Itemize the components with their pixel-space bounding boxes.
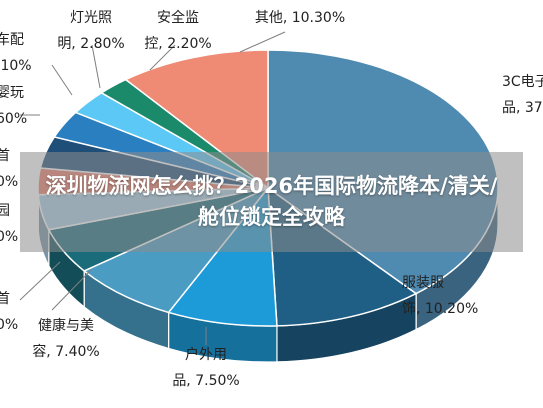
slice-label-12: 其他, 10.30%	[255, 10, 345, 26]
leader-line-11	[149, 44, 176, 71]
slice-label-11: 安全监控, 2.20%	[144, 9, 211, 52]
slice-label-2: 服装服饰, 10.20%	[402, 275, 478, 317]
slice-label-10: 灯光照明, 2.80%	[57, 10, 124, 52]
banner-title: 深圳物流网怎么挑？2026年国际物流降本/清关/舱位锁定全攻略	[45, 174, 498, 229]
slice-label-6: 园 0%	[0, 203, 18, 245]
slice-label-8: 婴玩 60%	[0, 85, 27, 127]
leader-line-10	[91, 44, 101, 89]
slice-label-3: 户外用品, 7.50%	[172, 346, 239, 389]
leader-line-4	[51, 269, 92, 311]
slice-label-4: 健康与美容, 7.40%	[32, 317, 99, 360]
leader-line-5	[19, 261, 61, 301]
leader-line-9	[51, 64, 73, 96]
leader-line-12	[239, 31, 286, 53]
slice-label-1: 3C电子品, 37.7	[502, 74, 543, 116]
title-banner: 深圳物流网怎么挑？2026年国际物流降本/清关/舱位锁定全攻略	[20, 152, 523, 252]
slice-label-9: 车配.10%	[0, 31, 32, 74]
slice-label-7: 首 0%	[0, 148, 18, 190]
slice-label-5: 首 0%	[0, 291, 18, 333]
